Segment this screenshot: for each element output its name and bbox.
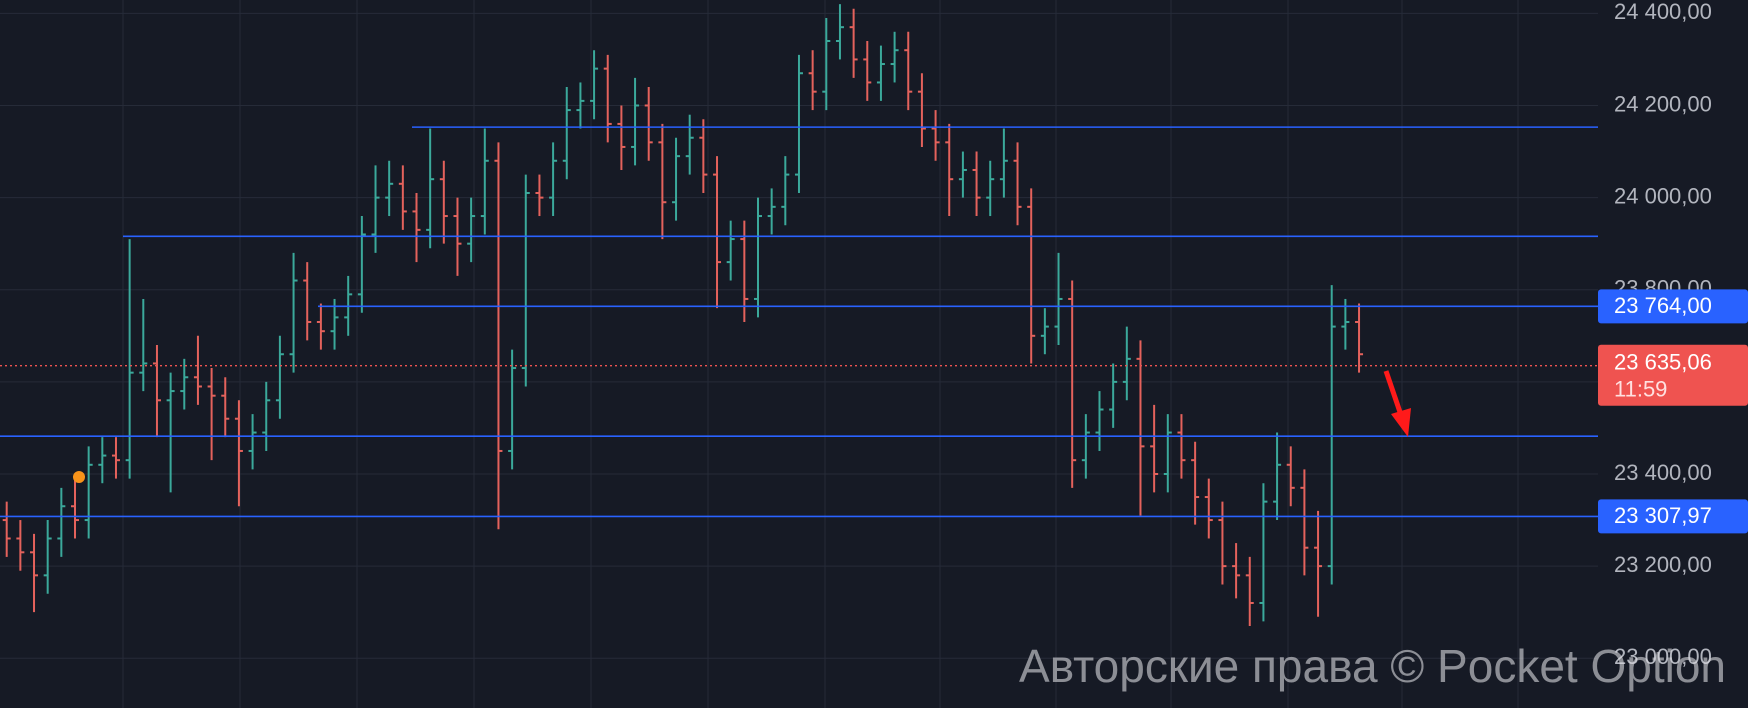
level-label-box: [1598, 289, 1748, 324]
level-label: 23 764,00: [1614, 293, 1712, 318]
current-price-label: 23 635,06: [1614, 350, 1712, 375]
y-tick-label: 24 400,00: [1614, 0, 1712, 24]
y-tick-label: 24 000,00: [1614, 183, 1712, 208]
bars: [2, 4, 1364, 627]
watermark: Авторские права © Pocket Option: [1019, 640, 1726, 692]
level-label: 23 307,97: [1614, 503, 1712, 528]
y-tick-label: 23 000,00: [1614, 644, 1712, 669]
direction-arrow: [1383, 370, 1411, 437]
y-tick-label: 23 400,00: [1614, 460, 1712, 485]
y-tick-label: 24 200,00: [1614, 91, 1712, 116]
countdown-timer: 11:59: [1614, 377, 1667, 402]
time-grid: [122, 0, 1519, 708]
y-tick-label: 23 200,00: [1614, 552, 1712, 577]
signal-dot: [73, 471, 85, 483]
levels: [0, 126, 1598, 518]
current-price-box: [1598, 344, 1748, 406]
level-label-box: [1598, 499, 1748, 534]
